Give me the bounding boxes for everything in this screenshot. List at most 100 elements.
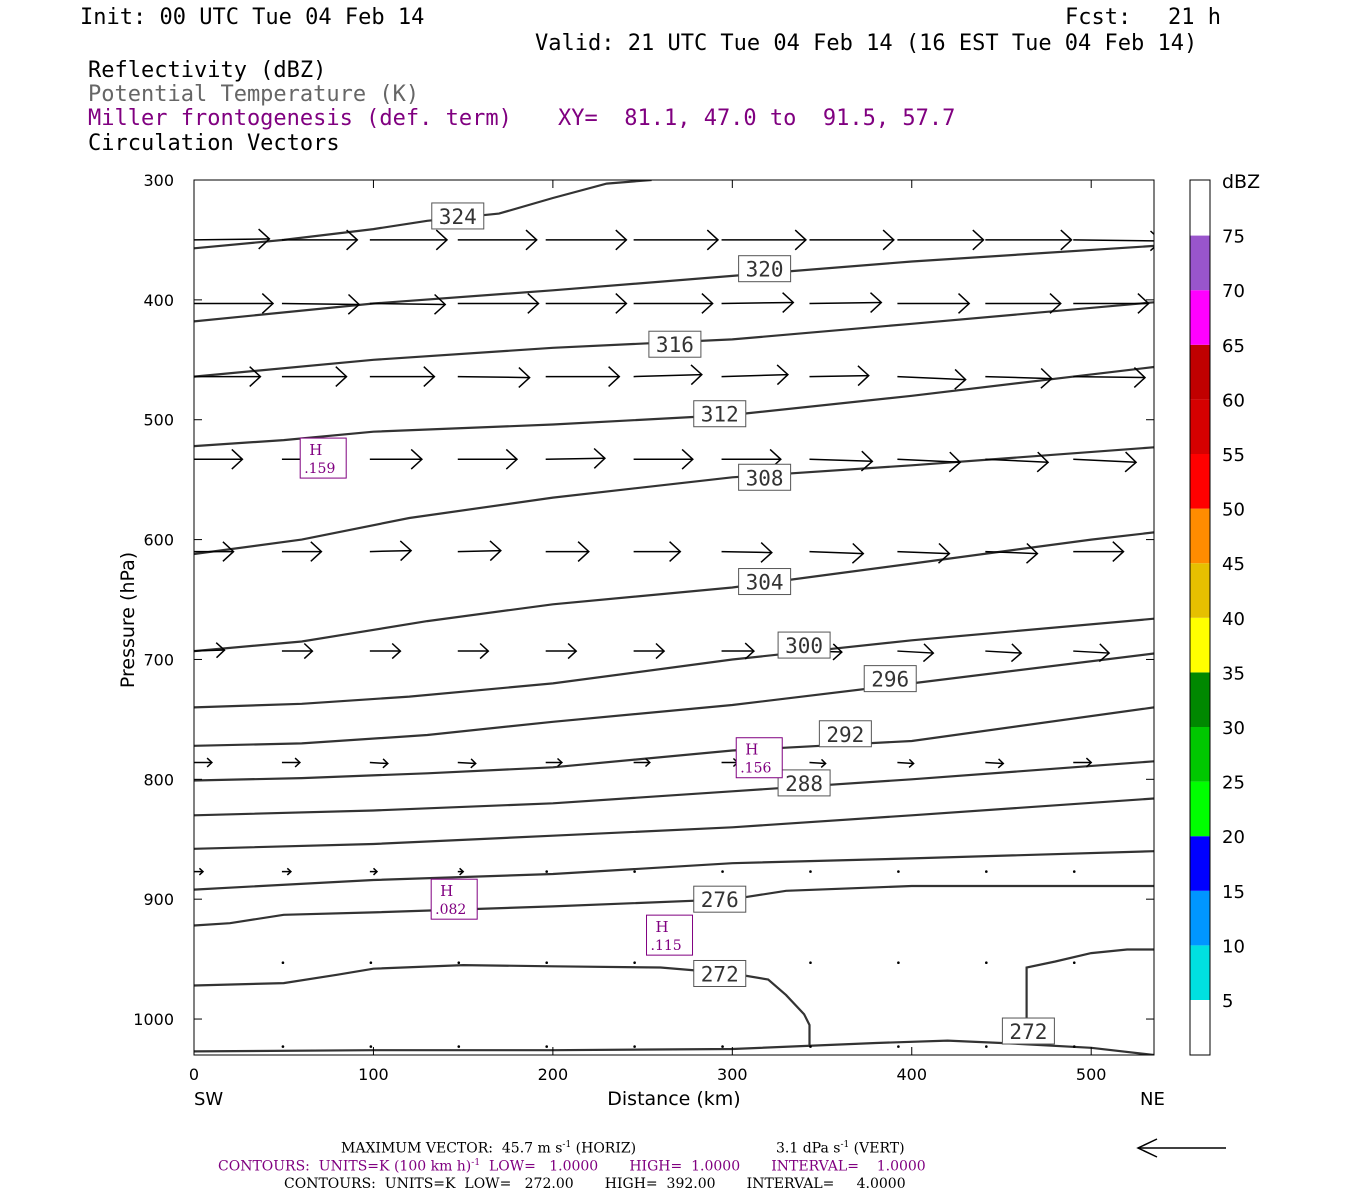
frontogenesis-max: H .156 (735, 737, 783, 779)
isentrope-line (194, 446, 1154, 556)
vector-shaft (1073, 239, 1154, 242)
vector-head (1040, 367, 1053, 389)
max-vector-horiz-exp: -1 (562, 1140, 572, 1150)
circulation-vector (721, 870, 724, 873)
circulation-vector (1072, 870, 1076, 873)
vector-shaft (369, 549, 412, 553)
vector-head (972, 229, 985, 251)
vector-head (525, 229, 538, 251)
vector-dot (633, 1045, 636, 1048)
circulation-vector (369, 366, 436, 387)
vector-head (556, 757, 564, 768)
vector-shaft (809, 550, 864, 555)
max-vector-vert-exp: -1 (840, 1140, 850, 1150)
isentrope-label: 304 (746, 571, 784, 595)
circulation-vector (633, 757, 651, 768)
circulation-vector (369, 448, 424, 470)
circulation-vector (633, 364, 703, 386)
circulation-vector (985, 293, 1062, 314)
circulation-vector (369, 293, 447, 315)
isentrope-line (194, 180, 652, 250)
vector-head (669, 541, 682, 562)
vector-head (908, 758, 915, 768)
vector-head (567, 642, 578, 660)
frontogenesis-max-label: H (656, 918, 669, 936)
vector-head (1049, 293, 1062, 314)
colorbar-tick-label: 75 (1222, 227, 1245, 248)
contours-fg-exp: -1 (471, 1158, 481, 1168)
vector-head (681, 448, 694, 470)
colorbar-tick-label: 70 (1222, 281, 1245, 302)
vector-head (1124, 451, 1138, 473)
max-vector-horiz-label: (HORIZ) (571, 1140, 637, 1157)
circulation-vector (809, 961, 812, 965)
vector-shaft (194, 649, 225, 652)
circulation-vector (897, 758, 915, 768)
vector-head (615, 293, 628, 314)
circulation-vector (897, 870, 900, 873)
circulation-vector (897, 643, 935, 663)
isentrope-label: 316 (656, 333, 694, 357)
circulation-vector (897, 961, 900, 965)
circulation-vector (809, 229, 895, 251)
vector-shaft (985, 650, 1022, 654)
isentrope-line (194, 760, 1154, 817)
vector-head (851, 542, 865, 564)
circulation-vector (457, 867, 465, 876)
colorbar-swatch (1190, 290, 1210, 345)
vector-dot (369, 1045, 373, 1048)
vector-head (286, 867, 293, 876)
valid-time: Valid: 21 UTC Tue 04 Feb 14 (16 EST Tue … (535, 31, 1198, 56)
circulation-vector (721, 292, 795, 313)
circulation-vector (985, 961, 988, 965)
circulation-vector (809, 542, 865, 564)
vector-head (615, 229, 628, 251)
vector-head (479, 642, 490, 660)
colorbar-tick-label: 50 (1222, 500, 1245, 521)
reflectivity-colorbar: 5 10 15 20 25 30 35 40 45 50 55 60 65 70 75 (1189, 179, 1245, 1056)
x-axis-end-right: NE (1140, 1089, 1165, 1110)
isentrope-label: 288 (785, 772, 823, 796)
circulation-vector (985, 229, 1073, 251)
circulation-vector (721, 1045, 724, 1048)
vector-shaft (369, 761, 388, 765)
vector-head (410, 448, 424, 470)
vector-head (459, 867, 465, 876)
vector-shaft (897, 761, 914, 765)
circulation-vector (281, 642, 314, 660)
isentrope-line (194, 301, 1154, 378)
vector-head (1026, 542, 1039, 564)
colorbar-swatch (1190, 235, 1210, 291)
circulation-vector (897, 368, 967, 390)
isentrope-label-box (693, 959, 747, 987)
vector-dot (545, 870, 549, 873)
isentrope-label-box (818, 720, 872, 748)
colorbar-tick-label: 65 (1222, 336, 1245, 357)
vector-dot (985, 961, 988, 965)
legend-circulation-vectors: Circulation Vectors (88, 131, 340, 156)
vector-head (1060, 229, 1073, 251)
vector-head (198, 867, 205, 876)
vector-shaft (809, 458, 873, 463)
vector-head (527, 293, 540, 314)
frontogenesis-max-box (735, 737, 783, 779)
circulation-vector (194, 228, 271, 250)
vector-shaft (194, 238, 270, 241)
vector-head (489, 540, 502, 562)
circulation-vector (457, 229, 538, 251)
circulation-vector (633, 642, 666, 660)
isentrope-label-box (693, 400, 747, 428)
colorbar-swatch (1190, 781, 1210, 837)
circulation-vector (1072, 961, 1076, 965)
vector-shaft (721, 550, 772, 554)
colorbar-swatch (1190, 727, 1210, 782)
y-tick-label: 1000 (133, 1010, 174, 1029)
vector-dot (545, 961, 549, 965)
vector-dot (809, 1045, 812, 1048)
vector-shaft (457, 549, 501, 553)
circulation-vector (1072, 1045, 1076, 1048)
y-tick-label: 300 (143, 171, 174, 190)
vector-head (744, 642, 756, 660)
vector-head (249, 366, 262, 387)
isentrope-label-box (693, 885, 747, 913)
